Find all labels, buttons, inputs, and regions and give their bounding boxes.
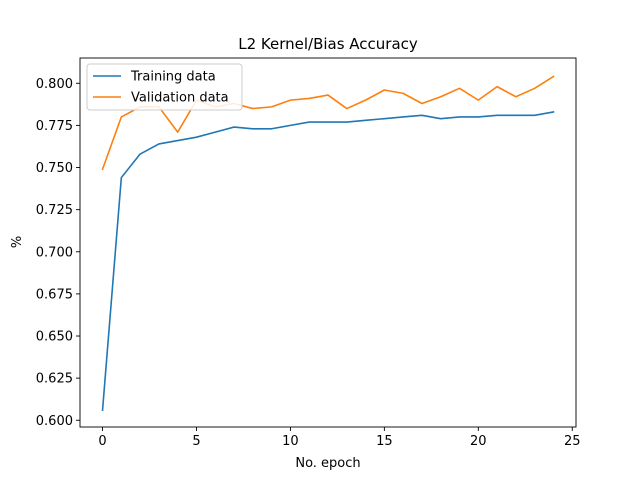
legend-box xyxy=(86,63,243,111)
x-axis-label: No. epoch xyxy=(295,456,360,471)
legend-label-validation: Validation data xyxy=(131,91,229,106)
x-tick-label: 25 xyxy=(564,434,581,449)
x-tick-label: 20 xyxy=(470,434,487,449)
y-tick-label: 0.775 xyxy=(36,119,73,134)
legend-label-training: Training data xyxy=(130,70,216,85)
x-tick-label: 10 xyxy=(282,434,299,449)
x-tick-label: 5 xyxy=(192,434,200,449)
series-line-training xyxy=(101,110,555,412)
y-tick-label: 0.625 xyxy=(36,372,73,387)
y-tick-label: 0.650 xyxy=(36,330,73,345)
y-tick-label: 0.725 xyxy=(36,203,73,218)
chart-title: L2 Kernel/Bias Accuracy xyxy=(238,35,418,53)
series-line-validation xyxy=(101,75,555,171)
plot-area: 0 5 10 15 20 25 0.600 0.625 0.650 0.675 0.700 0.725… xyxy=(36,57,581,449)
y-tick-label: 0.600 xyxy=(36,414,73,429)
y-tick-label: 0.675 xyxy=(36,287,73,302)
x-tick-label: 15 xyxy=(376,434,393,449)
y-tick-label: 0.750 xyxy=(36,161,73,176)
y-axis-label: % xyxy=(10,236,25,248)
y-tick-label: 0.700 xyxy=(36,245,73,260)
x-tick-label: 0 xyxy=(98,434,106,449)
y-tick-label: 0.800 xyxy=(36,77,73,92)
axes-frame xyxy=(79,57,577,428)
